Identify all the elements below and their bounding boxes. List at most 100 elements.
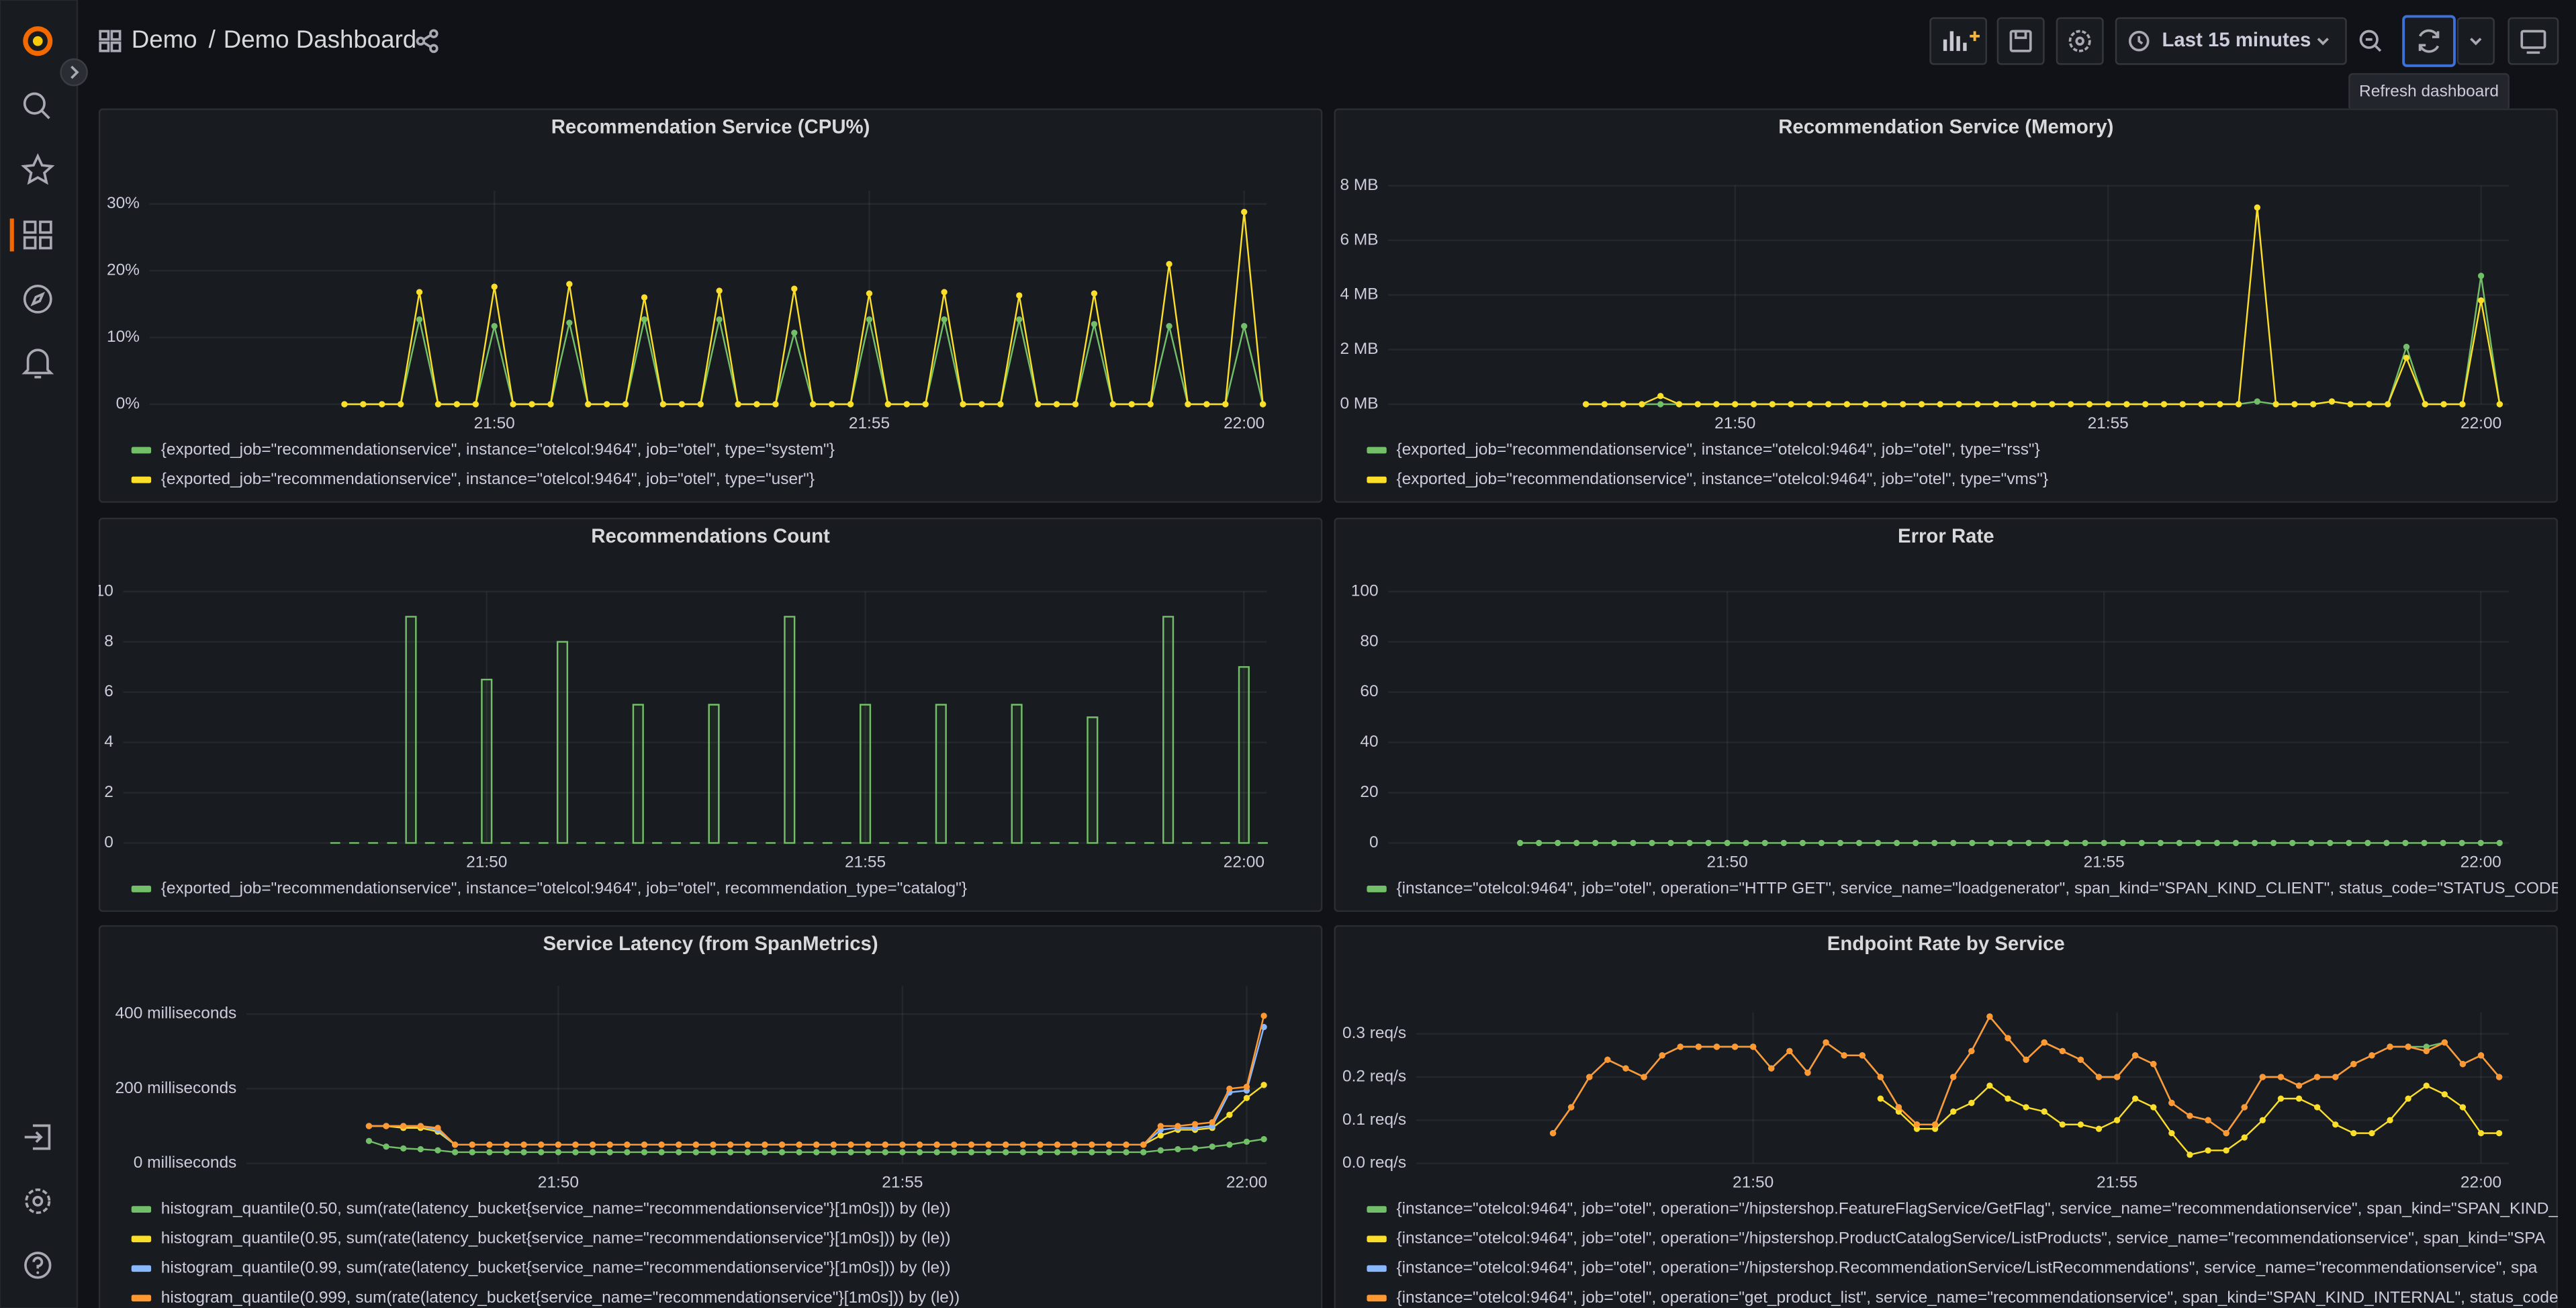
data-point bbox=[1950, 1074, 1957, 1080]
top-bar: Demo / Demo Dashboard Last 15 minutes Re… bbox=[99, 15, 2559, 111]
data-point bbox=[1071, 1149, 1078, 1156]
explore-icon[interactable] bbox=[23, 284, 52, 314]
data-point bbox=[1243, 1138, 1250, 1146]
save-button[interactable] bbox=[1996, 17, 2045, 65]
data-point bbox=[1974, 401, 1981, 408]
data-point bbox=[1260, 1013, 1267, 1019]
time-range-label[interactable]: Last 15 minutes bbox=[2162, 29, 2311, 51]
data-point bbox=[1241, 209, 1248, 216]
data-point bbox=[503, 1141, 510, 1148]
data-point bbox=[2232, 839, 2240, 847]
add-panel-button[interactable] bbox=[1929, 17, 1987, 65]
data-point bbox=[1241, 323, 1248, 330]
kiosk-button[interactable] bbox=[2508, 17, 2559, 65]
data-point bbox=[2272, 401, 2279, 408]
time-picker[interactable]: Last 15 minutes bbox=[2115, 17, 2347, 65]
dashboard-title[interactable]: Demo Dashboard bbox=[224, 26, 416, 53]
data-point bbox=[778, 1141, 786, 1148]
active-indicator bbox=[9, 218, 14, 252]
settings-icon[interactable] bbox=[25, 1188, 51, 1214]
x-tick-label: 22:00 bbox=[2460, 414, 2501, 432]
x-tick-label: 22:00 bbox=[1226, 1173, 1267, 1191]
data-point bbox=[538, 1141, 545, 1148]
data-point bbox=[678, 401, 685, 408]
expand-button[interactable] bbox=[60, 58, 88, 87]
refresh-interval-dropdown[interactable] bbox=[2456, 17, 2495, 65]
y-tick-label: 0% bbox=[116, 394, 140, 412]
data-point bbox=[1713, 1043, 1720, 1050]
y-tick-label: 8 bbox=[104, 632, 113, 650]
zoom-out-button[interactable] bbox=[2352, 17, 2392, 64]
settings-button[interactable] bbox=[2056, 17, 2104, 65]
data-point bbox=[1780, 839, 1787, 847]
data-point bbox=[2005, 1095, 2011, 1102]
data-point bbox=[1841, 1052, 1847, 1059]
help-icon[interactable] bbox=[24, 1252, 52, 1279]
data-point bbox=[2168, 1129, 2175, 1137]
data-point bbox=[2150, 1061, 2157, 1068]
bar bbox=[481, 678, 493, 844]
data-point bbox=[882, 1149, 888, 1156]
data-point bbox=[1573, 839, 1580, 847]
data-point bbox=[1622, 1065, 1629, 1072]
refresh-button[interactable] bbox=[2402, 15, 2456, 67]
dashboard-grid-icon[interactable] bbox=[99, 30, 122, 52]
data-point bbox=[641, 1149, 648, 1156]
data-point bbox=[2113, 1074, 2121, 1080]
data-point bbox=[978, 401, 985, 408]
panel: Service Latency (from SpanMetrics) 0 mill… bbox=[98, 925, 1323, 1308]
legend-label: histogram_quantile(0.95, sum(rate(latenc… bbox=[161, 1229, 951, 1248]
data-point bbox=[1837, 839, 1844, 847]
grafana-logo[interactable] bbox=[23, 26, 53, 56]
sign-in-icon[interactable] bbox=[24, 1124, 51, 1150]
data-point bbox=[1089, 1141, 1095, 1148]
data-point bbox=[469, 1141, 475, 1148]
data-point bbox=[2440, 401, 2447, 408]
bar bbox=[632, 704, 644, 844]
panel: Recommendation Service (CPU%) 0% 10% 20% 30%… bbox=[98, 108, 1323, 503]
data-point bbox=[916, 1149, 923, 1156]
data-point bbox=[791, 285, 798, 292]
data-point bbox=[941, 316, 948, 323]
data-point bbox=[1003, 1141, 1009, 1148]
legend-label: histogram_quantile(0.99, sum(rate(latenc… bbox=[161, 1259, 951, 1277]
data-point bbox=[1855, 839, 1863, 847]
data-point bbox=[2364, 839, 2371, 847]
dashboards-icon[interactable] bbox=[23, 220, 52, 250]
share-icon[interactable] bbox=[416, 29, 439, 53]
x-tick-label: 21:50 bbox=[538, 1173, 579, 1191]
x-tick-label: 21:50 bbox=[1707, 853, 1748, 871]
data-point bbox=[882, 1141, 888, 1148]
data-point bbox=[2059, 1047, 2066, 1055]
data-point bbox=[2366, 401, 2373, 408]
data-point bbox=[398, 401, 404, 408]
x-tick-label: 21:50 bbox=[474, 414, 515, 432]
data-point bbox=[383, 1143, 389, 1150]
data-point bbox=[1166, 323, 1172, 330]
x-tick-label: 21:55 bbox=[2084, 853, 2125, 871]
data-point bbox=[813, 1149, 820, 1156]
data-point bbox=[2011, 401, 2018, 408]
data-point bbox=[2049, 401, 2056, 408]
data-point bbox=[555, 1141, 561, 1148]
data-point bbox=[1089, 1149, 1095, 1156]
alerting-icon[interactable] bbox=[21, 348, 54, 379]
data-point bbox=[2044, 839, 2051, 847]
x-tick-label: 22:00 bbox=[2460, 853, 2501, 871]
data-point bbox=[2368, 1129, 2375, 1137]
legend-label: {instance="otelcol:9464", job="otel", op… bbox=[1396, 1259, 2537, 1277]
legend-label: {instance="otelcol:9464", job="otel", op… bbox=[1396, 1289, 2567, 1307]
data-point bbox=[865, 1149, 872, 1156]
data-point bbox=[2095, 1125, 2103, 1132]
data-point bbox=[1657, 393, 1664, 400]
data-point bbox=[1019, 1141, 1026, 1148]
data-point bbox=[2187, 1113, 2193, 1119]
starred-icon[interactable] bbox=[21, 153, 55, 185]
data-point bbox=[383, 1123, 389, 1129]
search-icon[interactable] bbox=[23, 92, 50, 120]
data-point bbox=[2277, 1074, 2285, 1080]
data-point bbox=[2496, 401, 2503, 408]
data-point bbox=[2423, 1082, 2430, 1089]
breadcrumb-folder[interactable]: Demo bbox=[132, 26, 197, 53]
data-point bbox=[830, 1149, 837, 1156]
